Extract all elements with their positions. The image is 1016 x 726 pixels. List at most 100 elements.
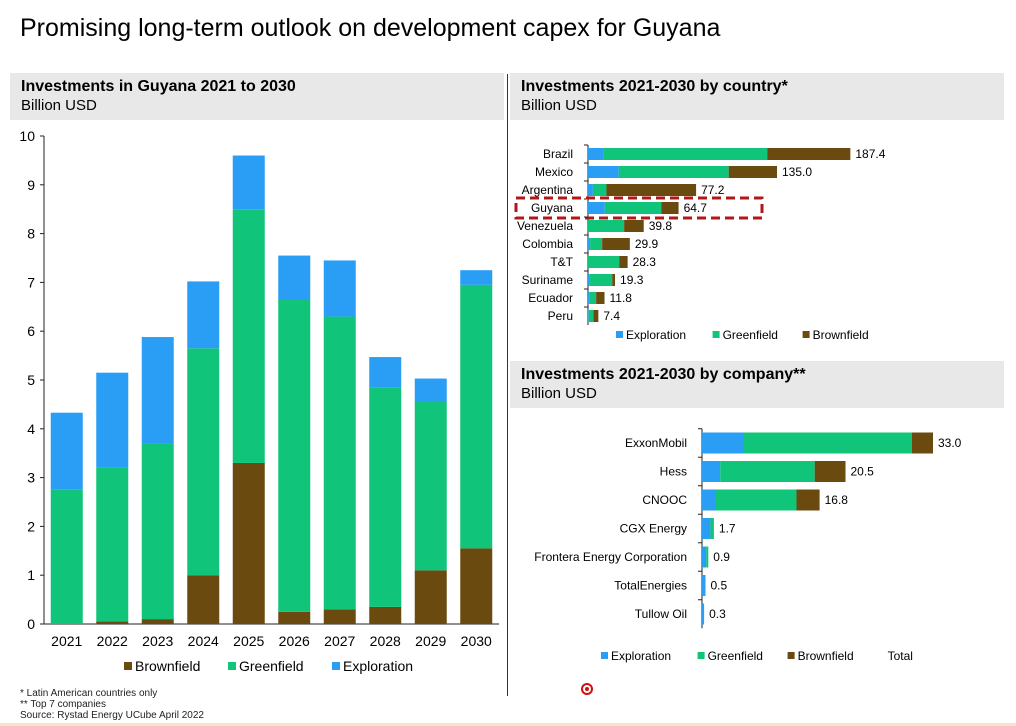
bar-greenfield-suriname: [589, 274, 613, 286]
country-panel-header: Investments 2021-2030 by country* Billio…: [510, 73, 1004, 120]
bar-greenfield-2029: [414, 401, 447, 571]
legend-label-greenfield: Greenfield: [239, 658, 304, 674]
legend-swatch-brownfield: [787, 652, 795, 659]
bar-greenfield-2025: [232, 209, 265, 463]
total-value-label: 33.0: [938, 436, 962, 450]
total-value-label: 187.4: [855, 147, 885, 161]
category-label: Argentina: [522, 183, 574, 197]
bar-greenfield-frontera-energy-corporation: [706, 546, 709, 568]
bar-brownfield-2024: [187, 575, 220, 624]
company-panel-header: Investments 2021-2030 by company** Billi…: [510, 361, 1004, 408]
bar-brownfield-mexico: [728, 166, 777, 178]
bar-exploration-tullow-oil: [702, 603, 705, 625]
bar-brownfield-peru: [593, 310, 599, 322]
bar-greenfield-2021: [50, 489, 83, 624]
legend-swatch-exploration: [616, 331, 623, 338]
legend-label-exploration: Exploration: [343, 658, 413, 674]
category-label: ExxonMobil: [625, 436, 687, 450]
bar-brownfield-colombia: [602, 238, 630, 250]
bar-brownfield-2023: [141, 619, 174, 624]
legend-label-greenfield: Greenfield: [708, 649, 763, 663]
bottom-border: [0, 723, 1016, 726]
bar-exploration-2025: [232, 155, 265, 210]
cursor-indicator: [581, 683, 593, 695]
category-label: Ecuador: [528, 291, 573, 305]
y-tick-label: 3: [27, 470, 35, 486]
bar-exploration-cgx-energy: [702, 518, 711, 539]
category-label: Tullow Oil: [635, 607, 687, 621]
legend-swatch-greenfield: [228, 662, 236, 670]
bar-brownfield-brazil: [767, 148, 851, 160]
x-tick-label: 2028: [370, 633, 401, 649]
bar-exploration-2027: [323, 260, 356, 317]
x-tick-label: 2027: [324, 633, 355, 649]
bar-exploration-2022: [96, 372, 129, 468]
bar-brownfield-ecuador: [596, 292, 605, 304]
bar-exploration-cnooc: [702, 489, 716, 511]
left-panel-heading: Investments in Guyana 2021 to 2030: [21, 78, 296, 95]
category-label: Colombia: [522, 237, 573, 251]
bar-brownfield-argentina: [606, 184, 697, 196]
category-label: Venezuela: [517, 219, 573, 233]
category-label: TotalEnergies: [614, 579, 687, 593]
bar-greenfield-2024: [187, 348, 220, 576]
y-tick-label: 1: [27, 567, 35, 583]
category-label: Guyana: [531, 201, 573, 215]
bar-exploration-2030: [460, 270, 493, 285]
total-value-label: 1.7: [719, 522, 736, 536]
bar-exploration-2024: [187, 281, 220, 349]
bar-exploration-mexico: [588, 166, 619, 178]
legend-swatch-greenfield: [697, 652, 705, 659]
country-panel-unit: Billion USD: [521, 97, 597, 114]
x-tick-label: 2029: [415, 633, 446, 649]
category-label: Brazil: [543, 147, 573, 161]
total-value-label: 11.8: [610, 291, 633, 305]
x-tick-label: 2030: [461, 633, 492, 649]
bar-exploration-2028: [369, 357, 402, 388]
x-tick-label: 2024: [188, 633, 219, 649]
category-label: Mexico: [535, 165, 573, 179]
bar-greenfield-2023: [141, 443, 174, 620]
footnote-source: Source: Rystad Energy UCube April 2022: [20, 710, 204, 721]
bar-exploration-2026: [278, 255, 311, 300]
x-tick-label: 2023: [142, 633, 173, 649]
y-tick-label: 0: [27, 616, 35, 632]
bar-greenfield-mexico: [618, 166, 729, 178]
bar-brownfield-guyana: [661, 202, 679, 214]
footnotes: * Latin American countries only ** Top 7…: [20, 688, 204, 721]
x-tick-label: 2026: [279, 633, 310, 649]
bar-exploration-peru: [588, 310, 589, 322]
category-label: Suriname: [522, 273, 574, 287]
bar-exploration-2021: [50, 412, 83, 490]
bar-brownfield-exxonmobil: [912, 432, 933, 454]
bar-brownfield-2030: [460, 548, 493, 624]
y-tick-label: 2: [27, 518, 35, 534]
bar-brownfield-2025: [232, 462, 265, 624]
bar-greenfield-exxonmobil: [744, 432, 912, 454]
category-label: CGX Energy: [620, 522, 687, 536]
bar-brownfield-2029: [414, 570, 447, 624]
total-value-label: 7.4: [603, 309, 620, 323]
legend-swatch-brownfield: [802, 331, 810, 338]
total-value-label: 29.9: [635, 237, 659, 251]
bar-exploration-hess: [702, 461, 721, 482]
category-label: Peru: [548, 309, 573, 323]
y-tick-label: 4: [27, 421, 35, 437]
x-tick-label: 2021: [51, 633, 82, 649]
bar-greenfield-brazil: [603, 148, 768, 160]
country-panel-heading: Investments 2021-2030 by country*: [521, 78, 788, 95]
category-label: T&T: [550, 255, 573, 269]
total-value-label: 39.8: [649, 219, 673, 233]
bar-brownfield-venezuela: [624, 220, 644, 232]
left-panel-header: Investments in Guyana 2021 to 2030 Billi…: [10, 73, 504, 120]
legend-label-greenfield: Greenfield: [723, 328, 778, 342]
category-label: Hess: [660, 465, 687, 479]
total-value-label: 20.5: [851, 465, 875, 479]
legend-label-brownfield: Brownfield: [813, 328, 869, 342]
bar-greenfield-cgx-energy: [710, 518, 714, 539]
bar-exploration-guyana: [588, 202, 605, 214]
legend-swatch-exploration: [601, 652, 608, 659]
bar-greenfield-2026: [278, 299, 311, 612]
total-value-label: 0.9: [713, 550, 730, 564]
country-chart: Brazil 187.4 Mexico 135.0 Argentina 77.2 Guyan…: [514, 144, 886, 342]
